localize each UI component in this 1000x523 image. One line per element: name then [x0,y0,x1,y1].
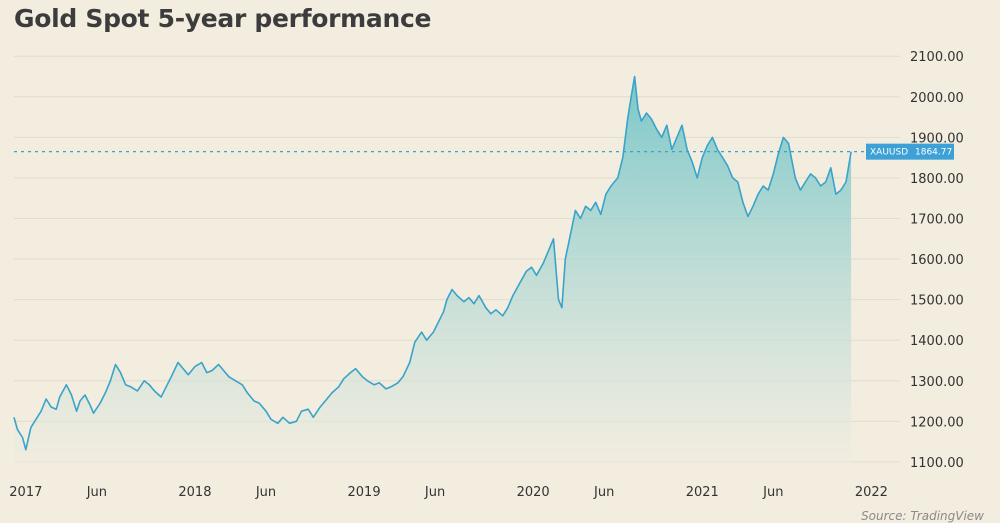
y-tick-label: 1100.00 [910,456,964,471]
y-tick-label: 1700.00 [910,212,964,227]
y-tick-label: 1600.00 [910,253,964,268]
current-price-badge: XAUUSD 1864.77 [866,143,954,160]
price-badge-background [866,143,954,160]
series-area [14,76,852,470]
x-tick-label: Jun [424,485,445,500]
y-tick-label: 1900.00 [910,131,964,146]
x-tick-label: Jun [762,485,783,500]
y-tick-label: 1800.00 [910,172,964,187]
x-axis: 2017 Jun 2018 Jun 2019 Jun 2020 Jun 2021 Jun 2022 [9,485,888,500]
source-credit: Source: TradingView [861,509,984,523]
x-tick-label: 2017 [9,485,42,500]
x-tick-label: Jun [593,485,614,500]
price-badge-value: 1864.77 [915,148,952,158]
y-tick-label: 1500.00 [910,294,964,309]
y-tick-label: 1200.00 [910,415,964,430]
x-tick-label: 2019 [348,485,381,500]
chart-title: Gold Spot 5-year performance [14,4,432,33]
x-tick-label: Jun [255,485,276,500]
x-tick-label: 2020 [517,485,550,500]
x-tick-label: Jun [86,485,107,500]
y-axis: 1100.00 1200.00 1300.00 1400.00 1500.00 1600.… [910,50,964,471]
y-tick-label: 1300.00 [910,375,964,390]
area-fill [14,76,852,470]
y-tick-label: 1400.00 [910,334,964,349]
price-line [13,75,852,451]
y-tick-label: 2100.00 [910,50,964,65]
x-tick-label: 2021 [686,485,719,500]
x-tick-label: 2018 [178,485,211,500]
x-tick-label: 2022 [855,485,888,500]
price-badge-symbol: XAUUSD [870,148,908,158]
y-tick-label: 2000.00 [910,91,964,106]
series-line [13,75,852,451]
